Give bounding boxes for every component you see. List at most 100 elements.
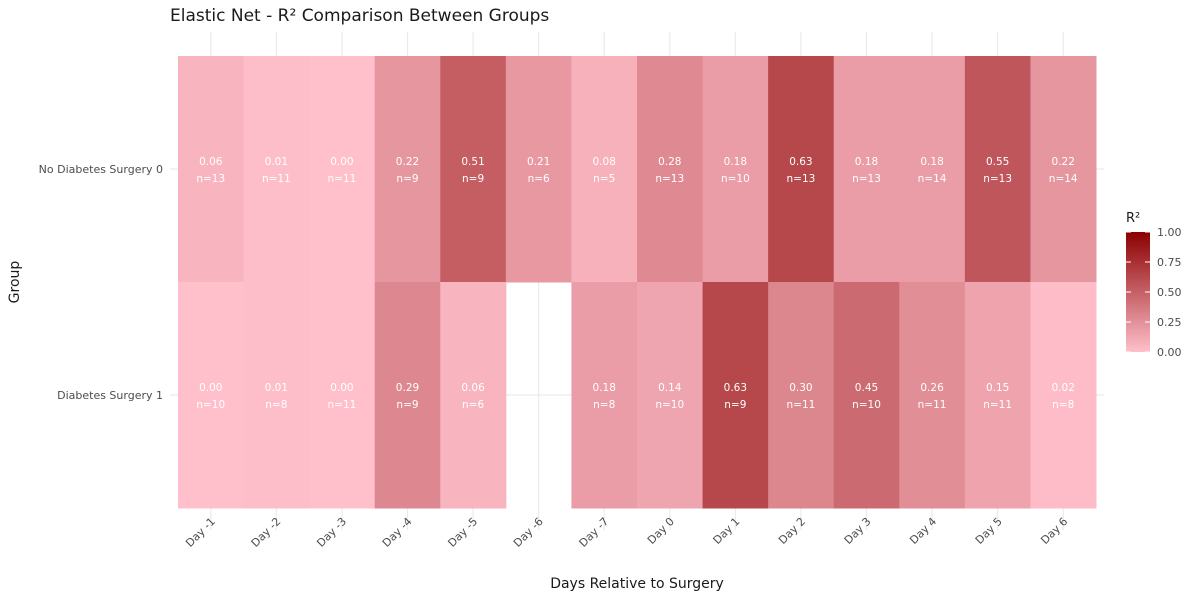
heatmap-cell	[243, 56, 310, 283]
heatmap-cell	[637, 56, 704, 283]
x-tick-label: Day -4	[380, 515, 415, 550]
x-tick-label: Day 6	[1038, 515, 1070, 547]
cell-r2-label: 0.22	[1052, 156, 1075, 168]
heatmap-cell	[374, 56, 441, 283]
heatmap-cell	[702, 56, 769, 283]
cell-n-label: n=10	[196, 399, 225, 411]
heatmap-cell	[178, 56, 245, 283]
cell-n-label: n=9	[396, 173, 418, 185]
y-axis-title: Group	[7, 261, 23, 304]
cell-r2-label: 0.14	[658, 382, 682, 394]
heatmap-cell	[440, 282, 507, 509]
cell-labels: 0.06 n=13 0.01 n=11 0.00 n=11 0.22 n=9 0.51 n=9 0.…	[196, 156, 1078, 411]
cell-r2-label: 0.06	[199, 156, 223, 168]
heatmap-cell	[243, 282, 310, 509]
cell-n-label: n=13	[787, 173, 816, 185]
y-tick-label: No Diabetes Surgery 0	[39, 163, 163, 176]
cell-n-label: n=8	[593, 399, 615, 411]
cell-r2-label: 0.51	[461, 156, 484, 168]
chart-title: Elastic Net - R² Comparison Between Grou…	[170, 6, 549, 26]
cell-n-label: n=10	[721, 173, 750, 185]
cell-n-label: n=11	[918, 399, 947, 411]
heatmap-cell	[571, 56, 638, 283]
cell-r2-label: 0.15	[986, 382, 1009, 394]
cell-n-label: n=6	[528, 173, 550, 185]
x-tick-label: Day 2	[776, 515, 808, 547]
cell-n-label: n=13	[983, 173, 1012, 185]
cell-r2-label: 0.18	[593, 382, 616, 394]
heatmap-cell	[1030, 56, 1097, 283]
heatmap-cells	[178, 56, 1097, 509]
cell-r2-label: 0.29	[396, 382, 419, 394]
heatmap-cell	[702, 282, 769, 509]
x-axis-title: Days Relative to Surgery	[550, 576, 724, 592]
heatmap-cell	[571, 282, 638, 509]
cell-n-label: n=6	[462, 399, 484, 411]
heatmap-cell	[768, 56, 835, 283]
heatmap-cell	[964, 282, 1031, 509]
cell-r2-label: 0.00	[199, 382, 222, 394]
x-tick-label: Day -5	[445, 515, 480, 550]
cell-n-label: n=5	[593, 173, 615, 185]
legend-tick-label: 1.00	[1157, 226, 1182, 239]
y-tick-label: Diabetes Surgery 1	[57, 389, 163, 402]
cell-r2-label: 0.26	[920, 382, 944, 394]
x-tick-label: Day -2	[249, 515, 284, 550]
x-tick-label: Day -6	[511, 515, 546, 550]
cell-r2-label: 0.28	[658, 156, 681, 168]
cell-r2-label: 0.01	[265, 156, 288, 168]
heatmap-cell	[309, 282, 376, 509]
cell-n-label: n=11	[262, 173, 291, 185]
cell-n-label: n=11	[983, 399, 1012, 411]
cell-r2-label: 0.55	[986, 156, 1009, 168]
heatmap-cell	[899, 282, 966, 509]
legend-tick-label: 0.00	[1157, 346, 1182, 359]
cell-n-label: n=13	[196, 173, 225, 185]
x-tick-label: Day -1	[183, 515, 218, 550]
cell-n-label: n=11	[787, 399, 816, 411]
x-tick-label: Day 3	[842, 515, 874, 547]
cell-r2-label: 0.30	[789, 382, 812, 394]
heatmap-cell	[374, 282, 441, 509]
x-tick-label: Day -3	[314, 515, 349, 550]
cell-r2-label: 0.01	[265, 382, 288, 394]
cell-r2-label: 0.08	[593, 156, 616, 168]
cell-r2-label: 0.00	[330, 382, 353, 394]
heatmap-cell	[964, 56, 1031, 283]
cell-n-label: n=9	[396, 399, 418, 411]
legend-tick-label: 0.50	[1157, 286, 1182, 299]
legend-tick-label: 0.25	[1157, 316, 1182, 329]
heatmap-cell	[768, 282, 835, 509]
heatmap-cell	[637, 282, 704, 509]
legend-tick-label: 0.75	[1157, 256, 1182, 269]
x-tick-label: Day 5	[973, 515, 1005, 547]
cell-r2-label: 0.06	[461, 382, 485, 394]
x-tick-label: Day 1	[711, 515, 743, 547]
cell-n-label: n=13	[852, 173, 881, 185]
cell-n-label: n=13	[655, 173, 684, 185]
cell-r2-label: 0.45	[855, 382, 878, 394]
heatmap-cell	[833, 56, 900, 283]
x-tick-label: Day 0	[645, 515, 677, 547]
cell-n-label: n=11	[328, 173, 357, 185]
heatmap-cell	[1030, 282, 1097, 509]
cell-n-label: n=10	[852, 399, 881, 411]
cell-n-label: n=8	[265, 399, 287, 411]
cell-r2-label: 0.00	[330, 156, 353, 168]
heatmap-cell	[899, 56, 966, 283]
cell-r2-label: 0.63	[789, 156, 812, 168]
cell-n-label: n=14	[1049, 173, 1078, 185]
heatmap-cell	[178, 282, 245, 509]
heatmap-cell	[309, 56, 376, 283]
cell-r2-label: 0.18	[855, 156, 878, 168]
heatmap-cell	[833, 282, 900, 509]
y-tick-labels: No Diabetes Surgery 0 Diabetes Surgery 1	[39, 163, 163, 402]
x-tick-labels: Day -1 Day -2 Day -3 Day -4 Day -5 Day -6 Day …	[183, 515, 1070, 550]
heatmap-cell	[505, 56, 572, 283]
cell-n-label: n=11	[328, 399, 357, 411]
color-legend: R² 1.00 0.75 0.50 0.25 0.00	[1126, 211, 1182, 359]
x-tick-label: Day 4	[907, 515, 939, 547]
cell-r2-label: 0.18	[920, 156, 943, 168]
cell-r2-label: 0.22	[396, 156, 419, 168]
